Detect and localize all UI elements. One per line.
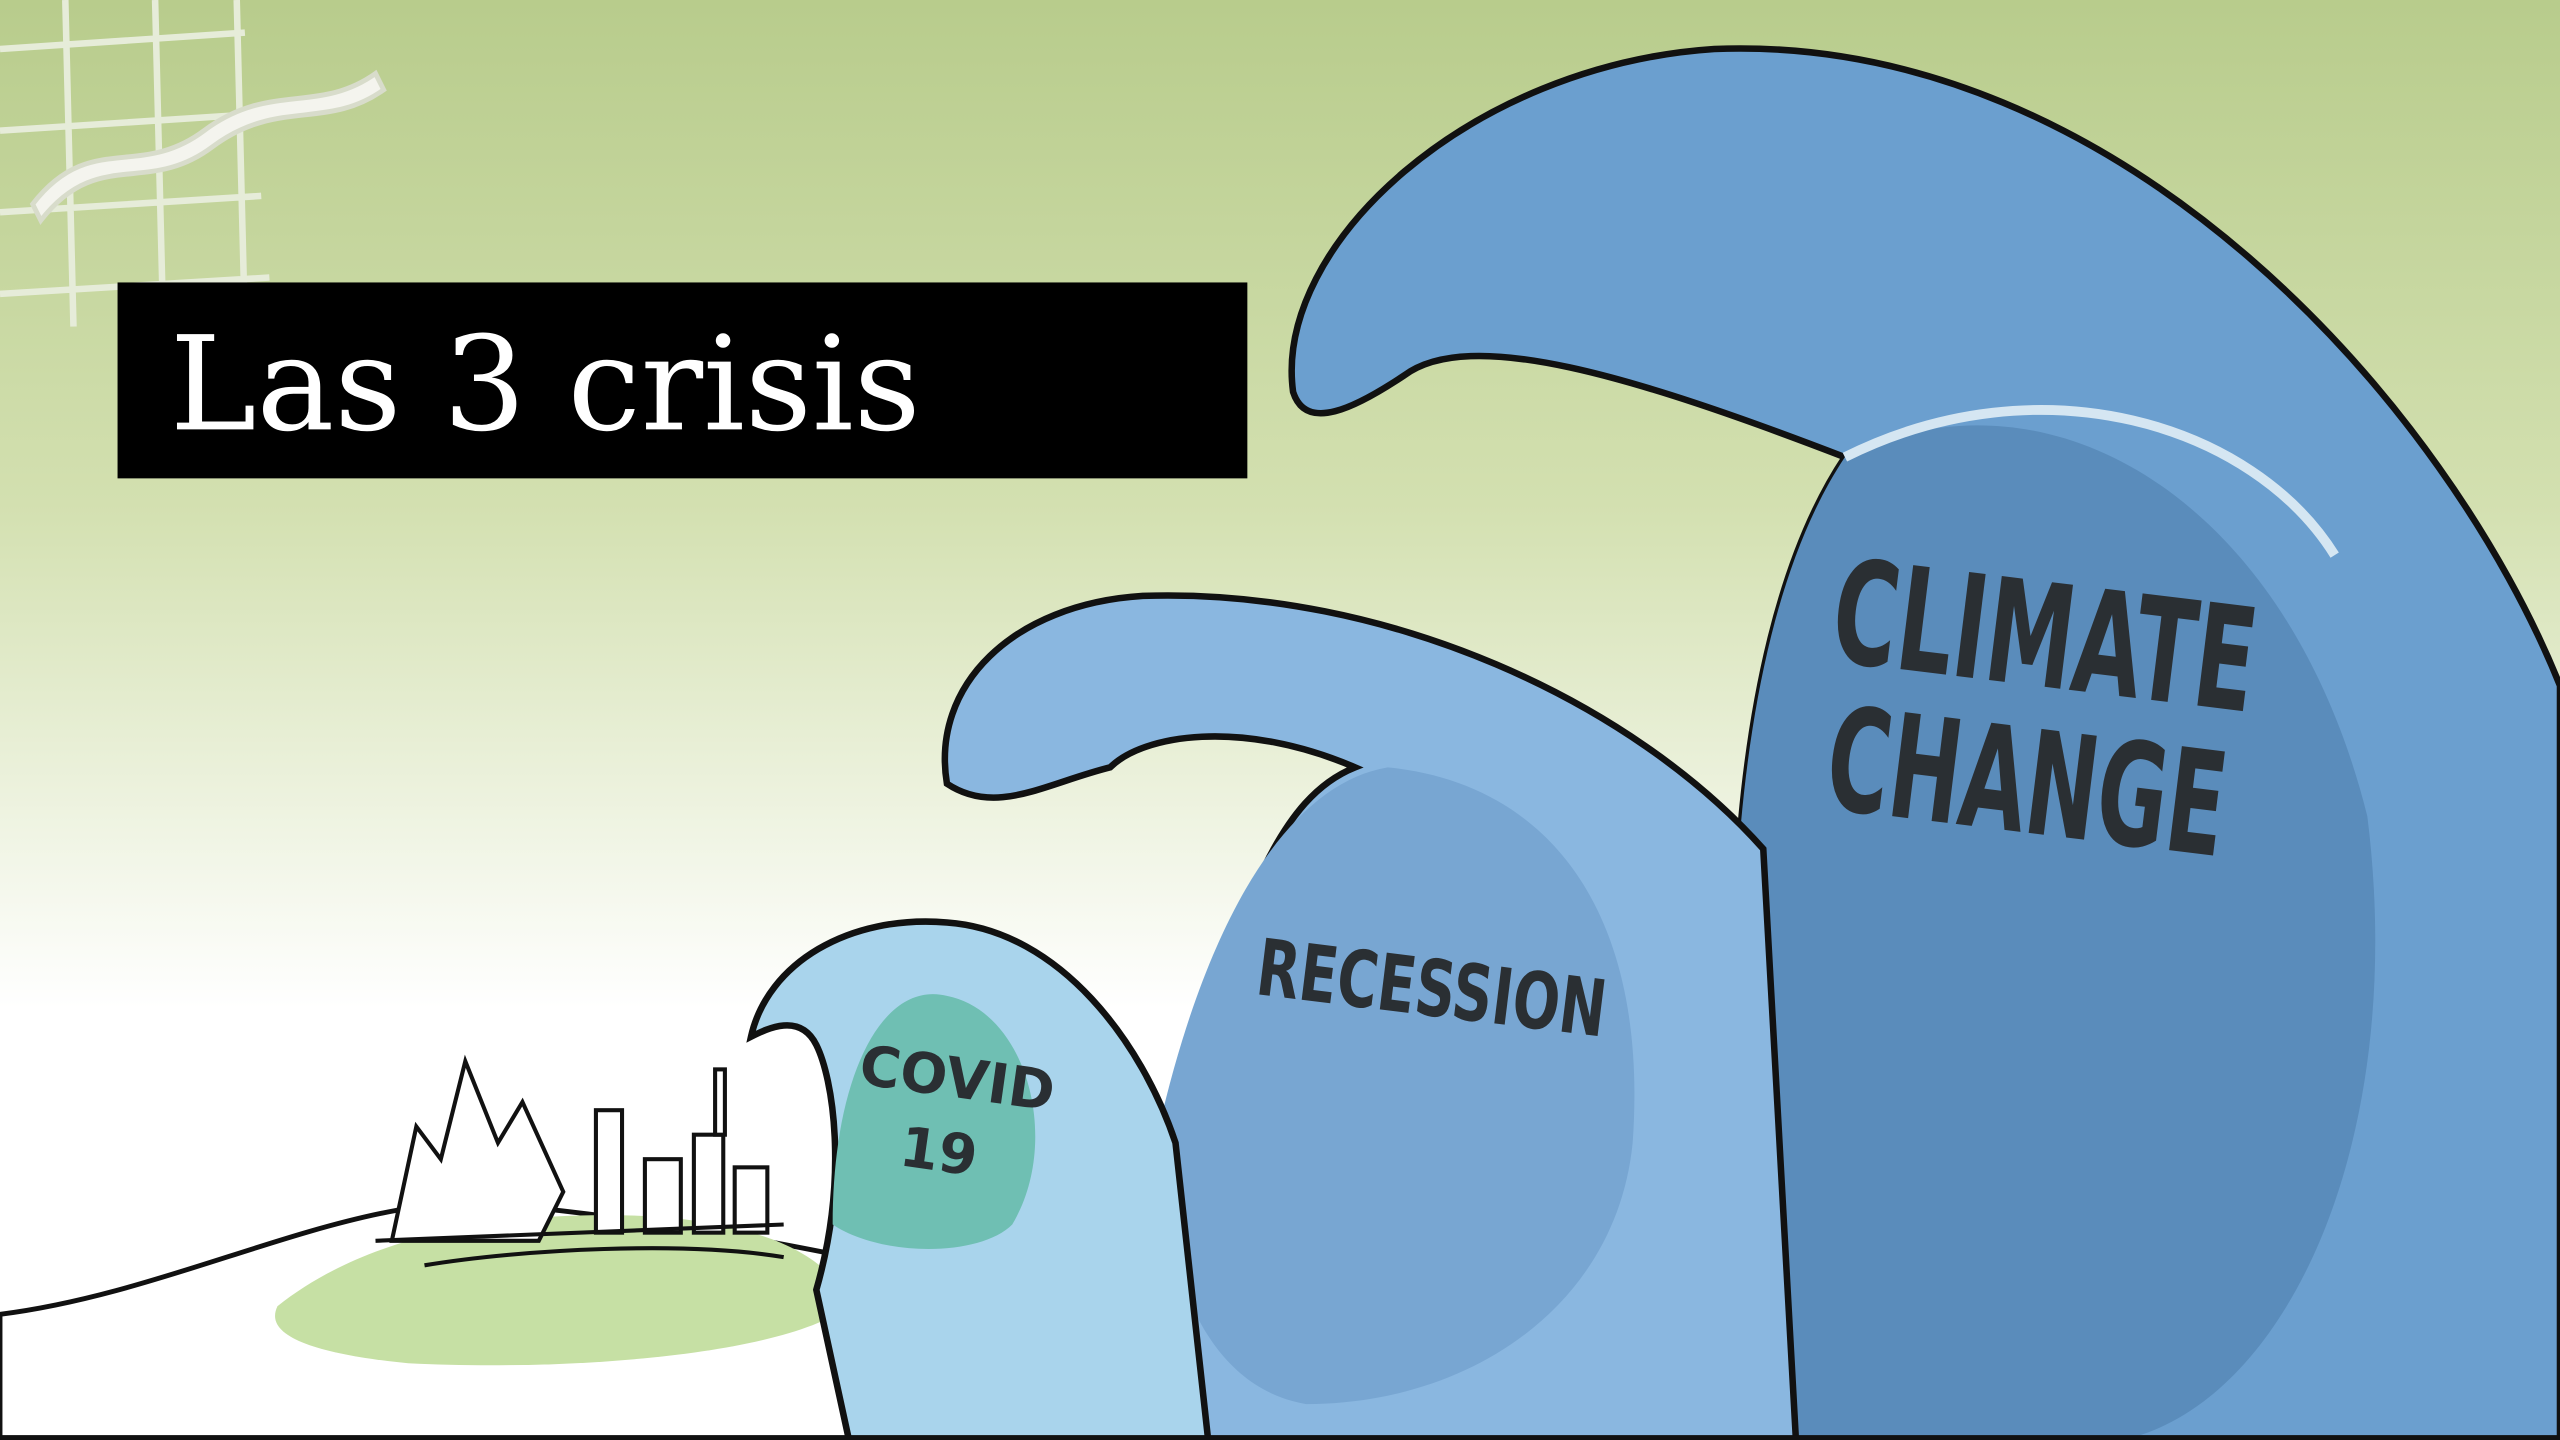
page: COVID 19 RECESSION CLIMATE CHANGE Las 3 … <box>0 0 2560 1440</box>
slide-title: Las 3 crisis <box>170 308 921 460</box>
wave-label: 19 <box>896 1114 982 1189</box>
slide: COVID 19 RECESSION CLIMATE CHANGE Las 3 … <box>0 0 2560 1440</box>
bottom-border <box>0 1435 2560 1440</box>
